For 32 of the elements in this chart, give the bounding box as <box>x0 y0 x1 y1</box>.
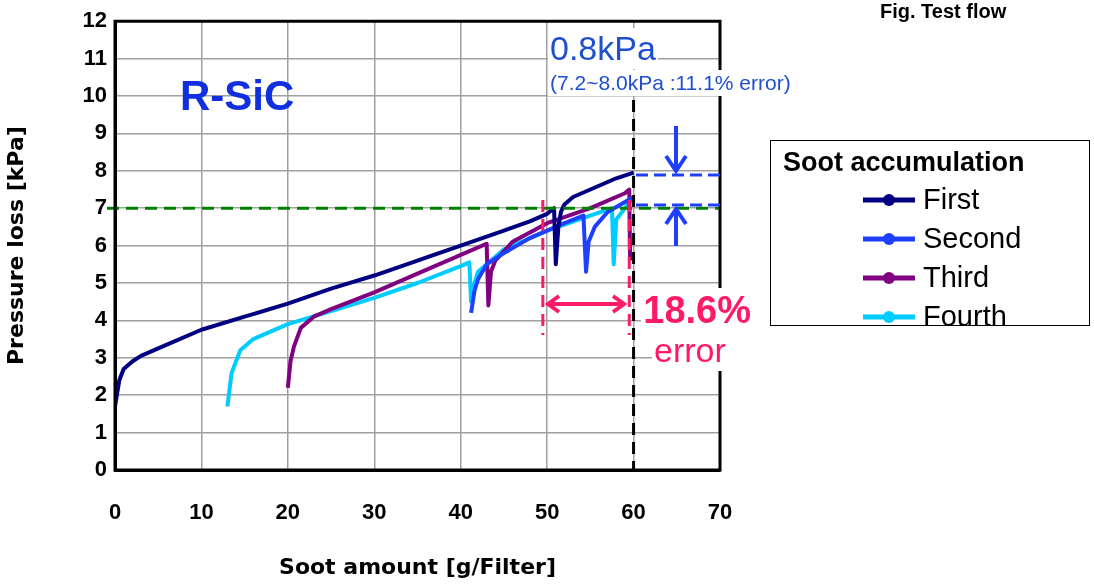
y-axis-title: Pressure loss [kPa] <box>2 126 28 366</box>
annotation: R-SiC <box>180 72 295 120</box>
y-tick-label: 5 <box>94 269 107 295</box>
x-tick-label: 60 <box>621 499 646 525</box>
annotation: (7.2~8.0kPa :11.1% error) <box>548 70 793 96</box>
legend-label: Second <box>923 222 1022 255</box>
x-tick-label: 70 <box>707 499 733 525</box>
y-tick-label: 9 <box>94 119 107 145</box>
legend-label: Third <box>923 261 990 294</box>
y-tick-label: 0 <box>94 456 107 482</box>
legend-title: Soot accumulation <box>783 147 1026 178</box>
y-tick-label: 8 <box>94 156 107 182</box>
y-tick-label: 10 <box>82 82 107 108</box>
x-axis-title: Soot amount [g/Filter] <box>279 553 556 579</box>
annotation: 0.8kPa <box>548 28 658 69</box>
y-tick-label: 7 <box>94 194 107 220</box>
x-tick-label: 50 <box>534 499 560 525</box>
annotation: 18.6% <box>641 287 753 333</box>
x-tick-label: 20 <box>275 499 301 525</box>
y-tick-label: 11 <box>83 44 107 70</box>
x-tick-label: 40 <box>448 499 473 525</box>
y-tick-label: 4 <box>94 306 108 332</box>
y-tick-label: 3 <box>94 343 107 369</box>
annotation: error <box>652 330 728 371</box>
y-tick-label: 1 <box>94 418 107 444</box>
x-tick-label: 30 <box>362 499 387 525</box>
legend-label: First <box>923 183 980 216</box>
y-tick-label: 6 <box>94 231 107 257</box>
y-tick-label: 2 <box>94 381 107 407</box>
text: Fig. Test flow <box>880 0 1007 23</box>
y-tick-label: 12 <box>82 7 107 33</box>
x-tick-label: 10 <box>189 499 214 525</box>
